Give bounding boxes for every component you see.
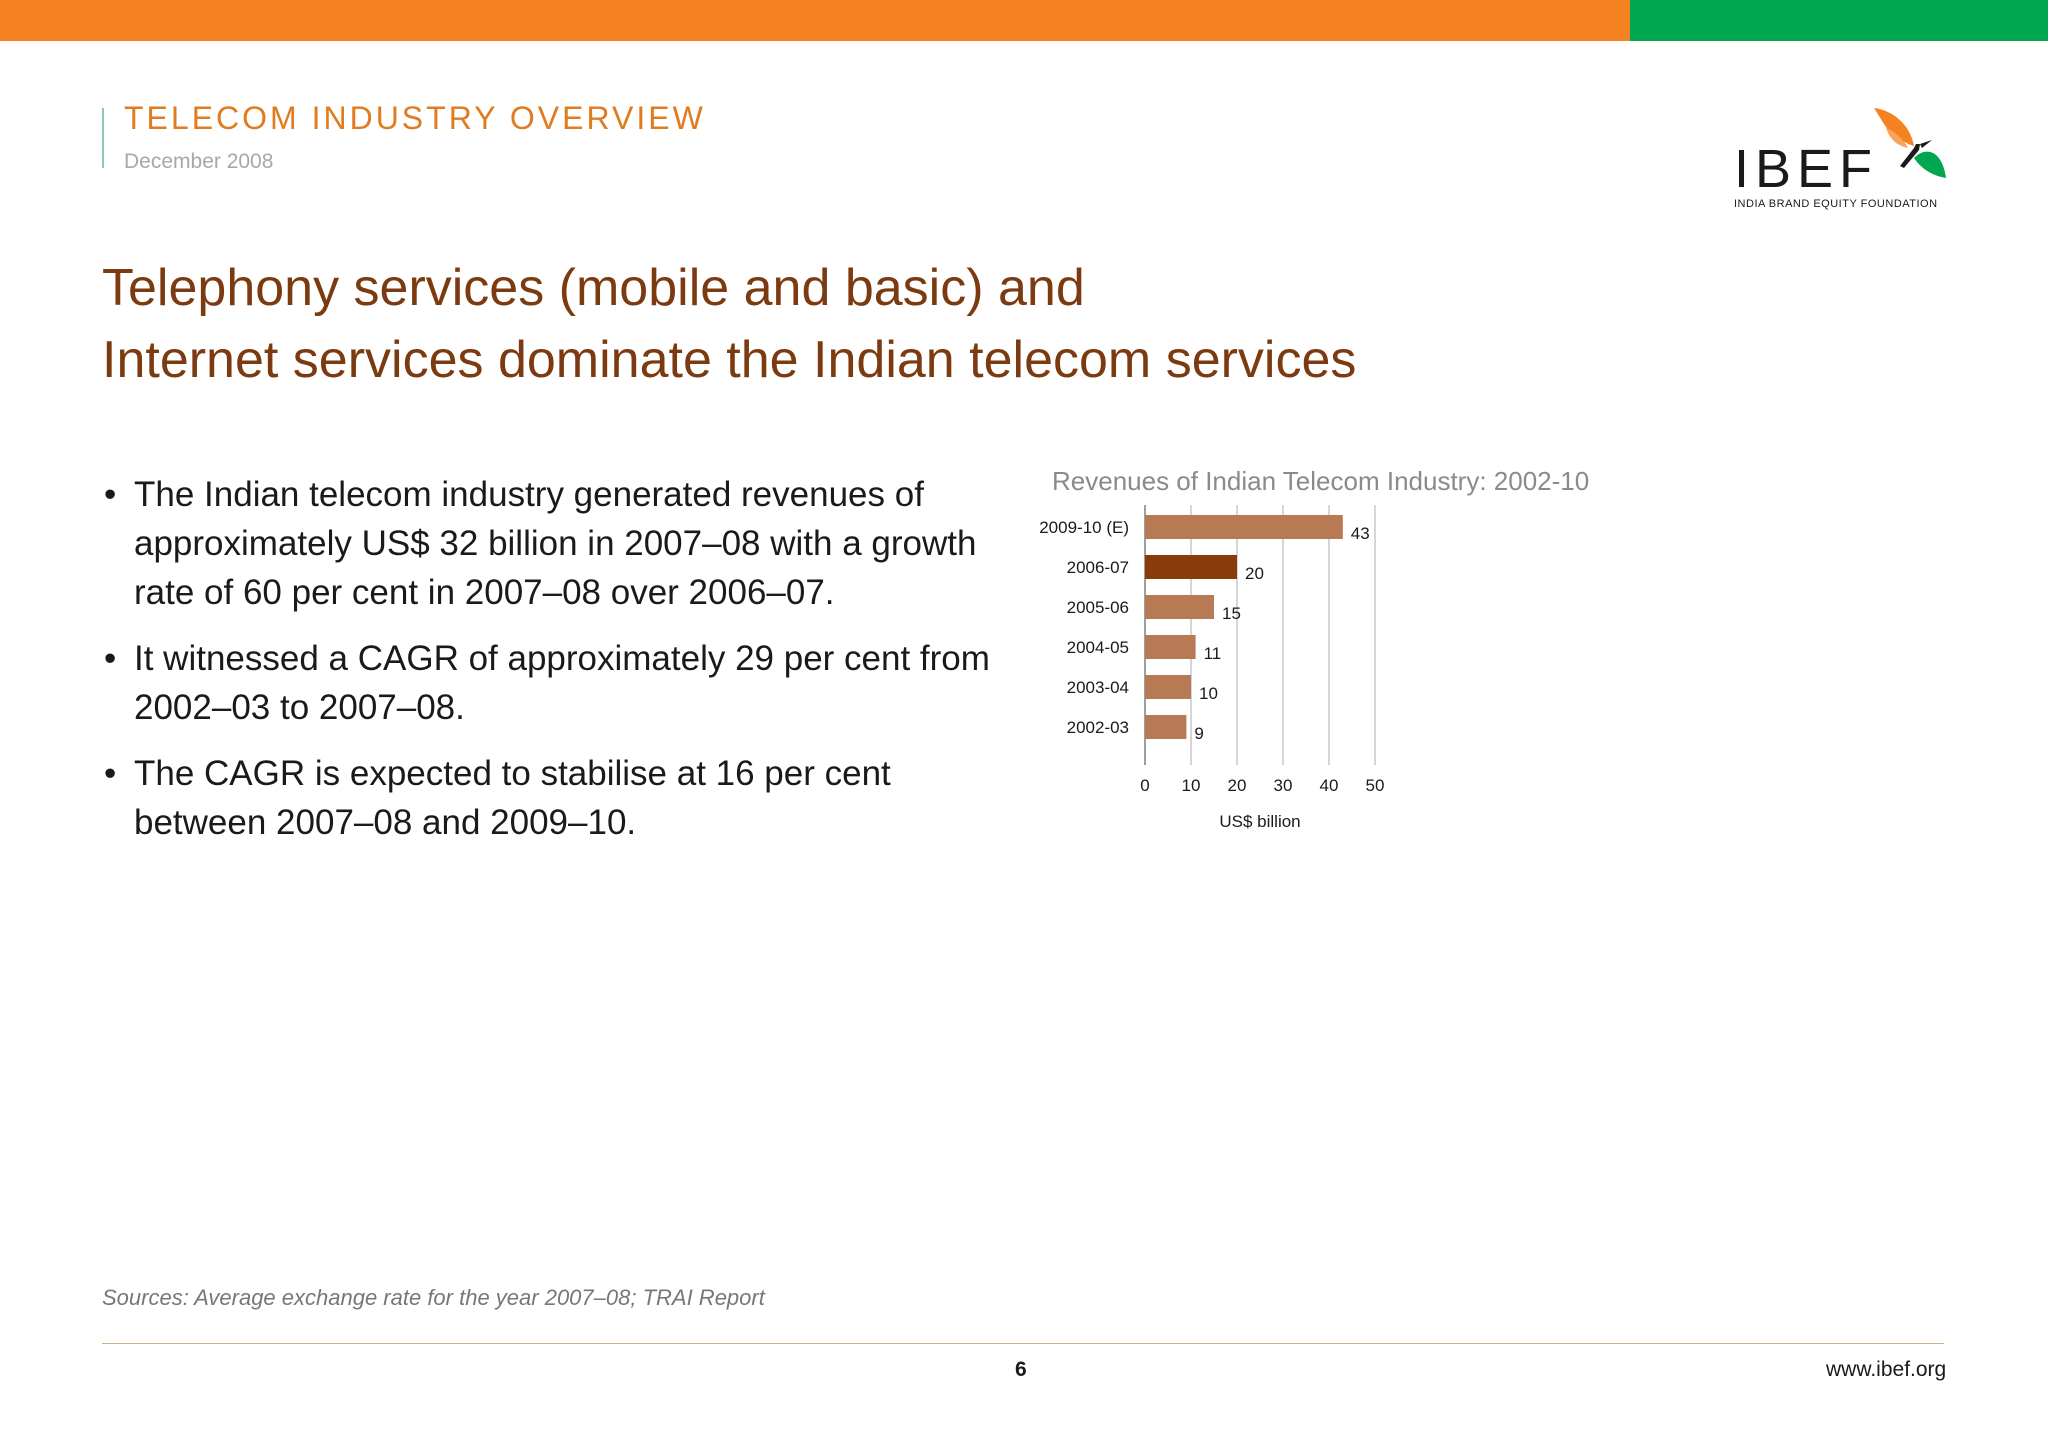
bar-value-label: 20 bbox=[1245, 564, 1264, 583]
sources-note: Sources: Average exchange rate for the y… bbox=[102, 1285, 765, 1310]
bar bbox=[1145, 555, 1237, 579]
bar bbox=[1145, 715, 1187, 739]
bullet-dot: • bbox=[104, 754, 117, 793]
category-label: 2002-03 bbox=[1067, 718, 1129, 737]
category-label: 2009-10 (E) bbox=[1039, 518, 1129, 537]
page-number: 6 bbox=[1015, 1358, 1027, 1381]
slide-title-line-2: Internet services dominate the Indian te… bbox=[102, 331, 1357, 389]
footer-url: www.ibef.org bbox=[1826, 1358, 1947, 1381]
header-date: December 2008 bbox=[124, 150, 274, 173]
x-tick-label: 20 bbox=[1228, 776, 1247, 795]
bullet-item: • The Indian telecom industry generated r… bbox=[102, 470, 1002, 617]
x-tick-label: 10 bbox=[1182, 776, 1201, 795]
bullet-dot: • bbox=[104, 639, 117, 678]
bar bbox=[1145, 595, 1214, 619]
bullet-item: • It witnessed a CAGR of approximately 29… bbox=[102, 634, 1002, 732]
x-tick-label: 30 bbox=[1274, 776, 1293, 795]
bar bbox=[1145, 515, 1343, 539]
category-label: 2006-07 bbox=[1067, 558, 1129, 577]
logo-wordmark: IBEF bbox=[1734, 139, 1879, 199]
slide-title-line-1: Telephony services (mobile and basic) an… bbox=[102, 259, 1085, 317]
top-bar-orange bbox=[0, 0, 1630, 41]
bar-value-label: 10 bbox=[1199, 684, 1218, 703]
slide-title: Telephony services (mobile and basic) an… bbox=[102, 252, 1602, 396]
bullet-item: • The CAGR is expected to stabilise at 16… bbox=[102, 749, 1002, 847]
x-tick-label: 40 bbox=[1320, 776, 1339, 795]
bar-value-label: 15 bbox=[1222, 604, 1241, 623]
bullet-text: The Indian telecom industry generated re… bbox=[134, 475, 977, 612]
bullet-text: The CAGR is expected to stabilise at 16 … bbox=[134, 754, 891, 842]
top-bar-green bbox=[1630, 0, 2048, 41]
footer-divider bbox=[102, 1343, 1944, 1344]
bar-value-label: 43 bbox=[1351, 524, 1370, 543]
bullet-list: • The Indian telecom industry generated r… bbox=[102, 470, 1002, 864]
bullet-dot: • bbox=[104, 475, 117, 514]
header-title: TELECOM INDUSTRY OVERVIEW bbox=[124, 100, 706, 136]
bar bbox=[1145, 675, 1191, 699]
bullet-text: It witnessed a CAGR of approximately 29 … bbox=[134, 639, 990, 727]
revenue-chart: Revenues of Indian Telecom Industry: 200… bbox=[1020, 465, 1620, 845]
header-divider bbox=[102, 108, 104, 168]
bar bbox=[1145, 635, 1196, 659]
chart-title: Revenues of Indian Telecom Industry: 200… bbox=[1052, 466, 1589, 496]
revenue-chart-svg: Revenues of Indian Telecom Industry: 200… bbox=[1039, 466, 1589, 831]
top-color-bar bbox=[0, 0, 2048, 41]
logo-subtitle: INDIA BRAND EQUITY FOUNDATION bbox=[1734, 198, 1938, 210]
x-tick-label: 50 bbox=[1366, 776, 1385, 795]
bar-value-label: 9 bbox=[1194, 724, 1203, 743]
x-axis-label: US$ billion bbox=[1219, 812, 1300, 831]
bird-icon bbox=[1874, 108, 1946, 178]
category-label: 2005-06 bbox=[1067, 598, 1129, 617]
x-tick-label: 0 bbox=[1140, 776, 1149, 795]
category-label: 2004-05 bbox=[1067, 638, 1129, 657]
bar-value-label: 11 bbox=[1204, 644, 1222, 663]
category-label: 2003-04 bbox=[1067, 678, 1129, 697]
ibef-logo: IBEF INDIA BRAND EQUITY FOUNDATION bbox=[1730, 100, 1950, 215]
